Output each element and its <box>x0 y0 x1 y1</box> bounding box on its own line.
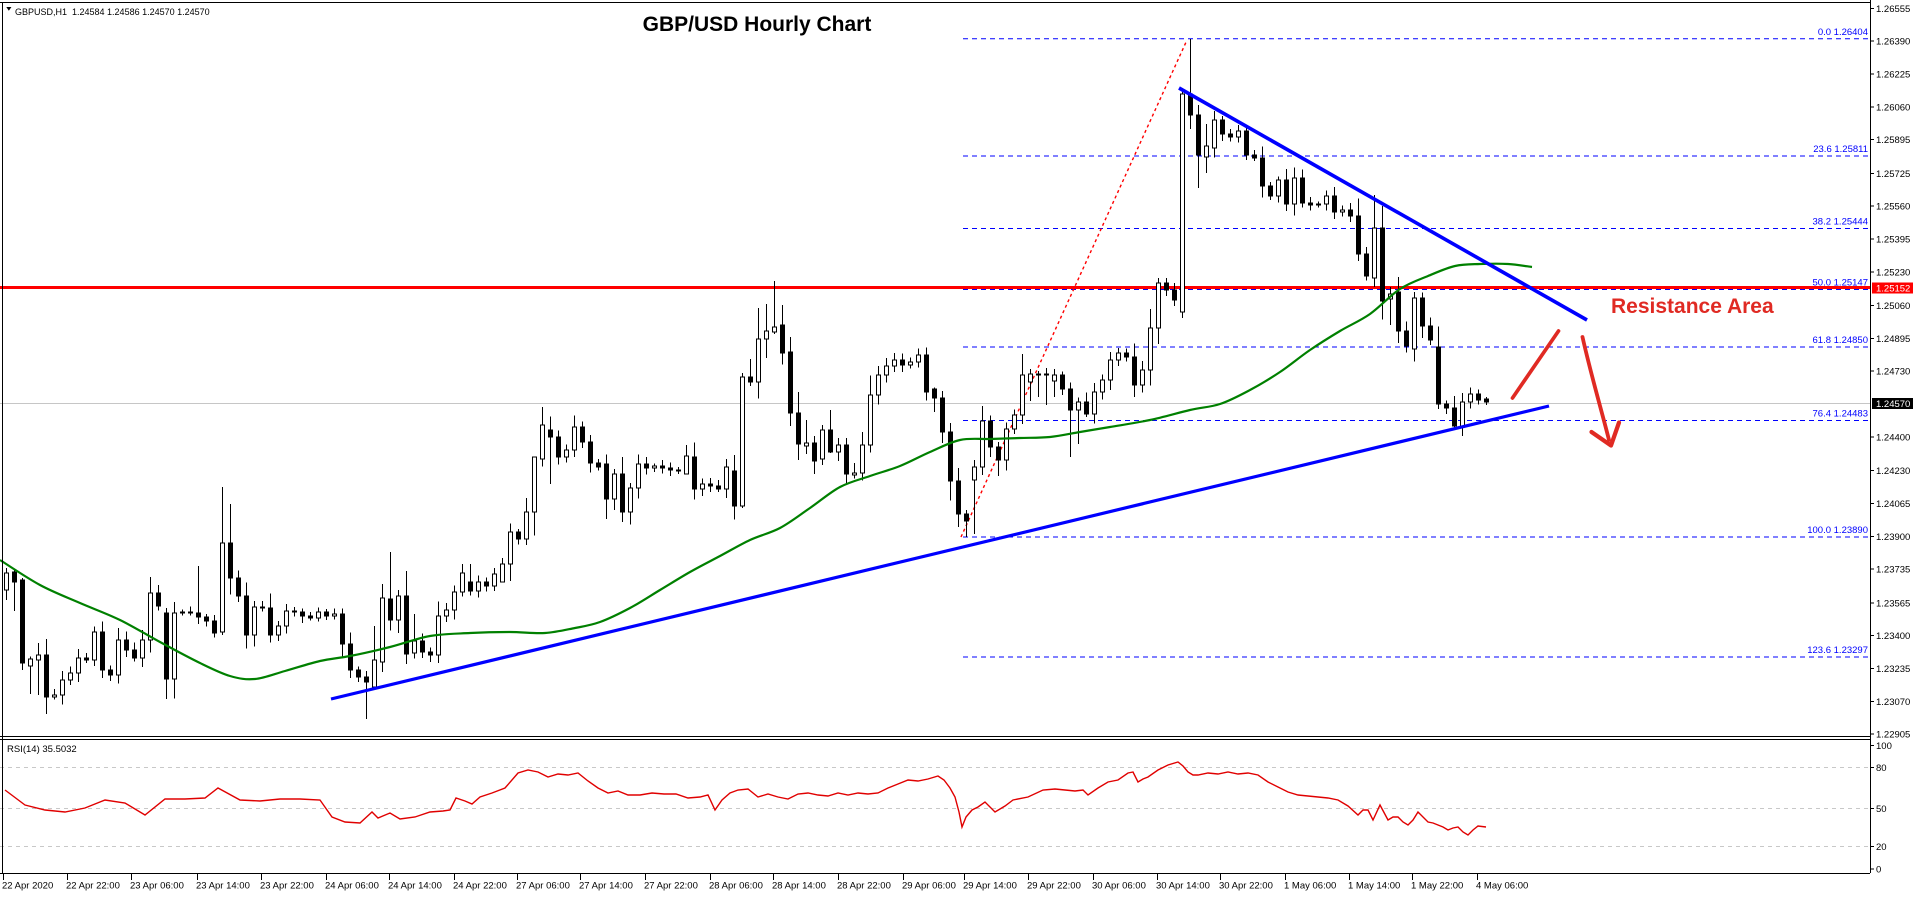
svg-text:38.2 1.25444: 38.2 1.25444 <box>1813 217 1868 228</box>
svg-text:30 Apr 14:00: 30 Apr 14:00 <box>1156 881 1210 892</box>
svg-text:1.26390: 1.26390 <box>1876 37 1910 48</box>
svg-text:1.23235: 1.23235 <box>1876 664 1910 675</box>
svg-text:100: 100 <box>1876 741 1892 752</box>
svg-text:1.26225: 1.26225 <box>1876 70 1910 81</box>
svg-text:1.26555: 1.26555 <box>1876 4 1910 15</box>
svg-text:1.23565: 1.23565 <box>1876 598 1910 609</box>
svg-text:100.0 1.23890: 100.0 1.23890 <box>1807 525 1868 536</box>
svg-text:28 Apr 14:00: 28 Apr 14:00 <box>772 881 826 892</box>
svg-text:24 Apr 14:00: 24 Apr 14:00 <box>388 881 442 892</box>
svg-text:1.25895: 1.25895 <box>1876 135 1910 146</box>
svg-text:1.25060: 1.25060 <box>1876 301 1910 312</box>
svg-text:Resistance Area: Resistance Area <box>1611 295 1774 318</box>
svg-text:1.24730: 1.24730 <box>1876 367 1910 378</box>
svg-text:27 Apr 06:00: 27 Apr 06:00 <box>516 881 570 892</box>
svg-text:29 Apr 22:00: 29 Apr 22:00 <box>1027 881 1081 892</box>
svg-text:1.24230: 1.24230 <box>1876 466 1910 477</box>
svg-text:1 May 22:00: 1 May 22:00 <box>1411 881 1463 892</box>
svg-text:23 Apr 22:00: 23 Apr 22:00 <box>260 881 314 892</box>
svg-text:76.4 1.24483: 76.4 1.24483 <box>1813 409 1868 420</box>
svg-text:1.23735: 1.23735 <box>1876 565 1910 576</box>
svg-text:1 May 06:00: 1 May 06:00 <box>1284 881 1336 892</box>
svg-text:29 Apr 06:00: 29 Apr 06:00 <box>902 881 956 892</box>
svg-text:1.22905: 1.22905 <box>1876 730 1910 741</box>
svg-text:1 May 14:00: 1 May 14:00 <box>1348 881 1400 892</box>
svg-text:1.23900: 1.23900 <box>1876 532 1910 543</box>
svg-text:29 Apr 14:00: 29 Apr 14:00 <box>963 881 1017 892</box>
svg-text:24 Apr 06:00: 24 Apr 06:00 <box>325 881 379 892</box>
svg-text:28 Apr 22:00: 28 Apr 22:00 <box>837 881 891 892</box>
svg-text:4 May 06:00: 4 May 06:00 <box>1476 881 1528 892</box>
svg-text:80: 80 <box>1876 763 1887 774</box>
svg-text:20: 20 <box>1876 842 1887 853</box>
svg-text:0: 0 <box>1876 865 1881 876</box>
svg-text:1.24895: 1.24895 <box>1876 334 1910 345</box>
svg-text:1.25395: 1.25395 <box>1876 235 1910 246</box>
svg-text:30 Apr 06:00: 30 Apr 06:00 <box>1092 881 1146 892</box>
svg-text:23.6 1.25811: 23.6 1.25811 <box>1813 144 1868 155</box>
svg-text:1.25152: 1.25152 <box>1876 284 1910 295</box>
svg-text:1.25230: 1.25230 <box>1876 267 1910 278</box>
svg-text:50: 50 <box>1876 804 1887 815</box>
svg-text:1.24400: 1.24400 <box>1876 432 1910 443</box>
svg-text:RSI(14) 35.5032: RSI(14) 35.5032 <box>7 744 77 755</box>
svg-text:0.0 1.26404: 0.0 1.26404 <box>1818 27 1868 38</box>
svg-text:1.26060: 1.26060 <box>1876 102 1910 113</box>
svg-text:1.24065: 1.24065 <box>1876 499 1910 510</box>
svg-text:23 Apr 06:00: 23 Apr 06:00 <box>130 881 184 892</box>
svg-text:1.23400: 1.23400 <box>1876 631 1910 642</box>
svg-text:22 Apr 22:00: 22 Apr 22:00 <box>66 881 120 892</box>
svg-text:1.23070: 1.23070 <box>1876 697 1910 708</box>
svg-text:28 Apr 06:00: 28 Apr 06:00 <box>709 881 763 892</box>
svg-text:1.25560: 1.25560 <box>1876 202 1910 213</box>
svg-text:GBP/USD Hourly Chart: GBP/USD Hourly Chart <box>643 13 872 36</box>
svg-text:27 Apr 22:00: 27 Apr 22:00 <box>644 881 698 892</box>
svg-text:30 Apr 22:00: 30 Apr 22:00 <box>1219 881 1273 892</box>
svg-text:50.0 1.25147: 50.0 1.25147 <box>1813 278 1868 289</box>
svg-text:22 Apr 2020: 22 Apr 2020 <box>2 881 53 892</box>
svg-text:1.25725: 1.25725 <box>1876 169 1910 180</box>
svg-text:27 Apr 14:00: 27 Apr 14:00 <box>579 881 633 892</box>
svg-text:123.6 1.23297: 123.6 1.23297 <box>1807 645 1868 656</box>
svg-text:24 Apr 22:00: 24 Apr 22:00 <box>453 881 507 892</box>
svg-text:GBPUSD,H1 1.24584 1.24586 1.2: GBPUSD,H1 1.24584 1.24586 1.24570 1.2457… <box>15 7 210 17</box>
svg-text:23 Apr 14:00: 23 Apr 14:00 <box>196 881 250 892</box>
svg-text:1.24570: 1.24570 <box>1876 399 1910 410</box>
svg-text:61.8 1.24850: 61.8 1.24850 <box>1813 335 1868 346</box>
